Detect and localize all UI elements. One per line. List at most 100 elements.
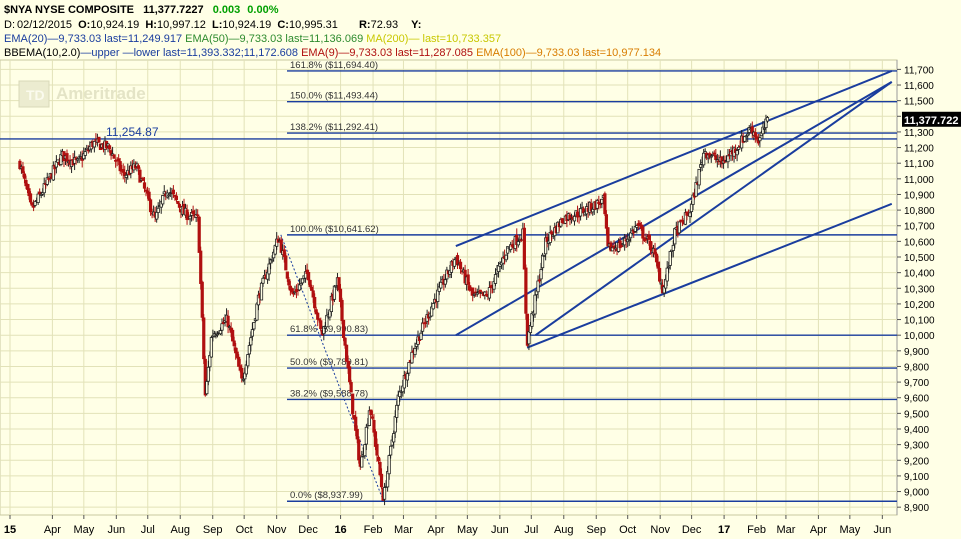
- x-tick-label: Jun: [107, 524, 125, 536]
- candle-up: [83, 151, 87, 156]
- candle-down: [310, 286, 314, 291]
- open-value: 10,924.19: [90, 19, 140, 31]
- range-label: R:: [358, 19, 371, 31]
- candle-down: [112, 154, 116, 159]
- candle-down: [343, 337, 347, 346]
- y-tick-label: 9,100: [904, 472, 929, 483]
- candle-up: [360, 456, 364, 468]
- candle-up: [407, 362, 411, 374]
- candle-up: [702, 152, 706, 166]
- yield-label: Y:: [411, 19, 422, 31]
- candle-down: [522, 227, 526, 270]
- candle-down: [351, 393, 355, 415]
- y-tick-label: 10,200: [904, 300, 935, 311]
- x-tick-label: Jul: [524, 524, 538, 536]
- x-tick-label: Apr: [810, 524, 827, 536]
- candle-up: [541, 254, 545, 269]
- candle-down: [378, 461, 382, 476]
- candle-down: [348, 366, 352, 383]
- candle-up: [323, 326, 327, 329]
- candle-up: [246, 354, 250, 367]
- candle-up: [382, 487, 387, 500]
- x-tick-label: Jul: [141, 524, 155, 536]
- candle-up: [493, 274, 498, 284]
- candle-up: [261, 277, 265, 284]
- ema50-values: —9,733.03 last=11,136.069: [228, 33, 364, 45]
- x-tick-label: Dec: [682, 524, 702, 536]
- change-value: 0.003: [212, 4, 241, 16]
- candle-down: [644, 238, 648, 241]
- close-label: C:: [277, 19, 289, 31]
- header-line-1: $NYA NYSE COMPOSITE 11,377.7227 0.003 0.…: [4, 4, 279, 16]
- candle-down: [30, 202, 34, 206]
- candle-up: [259, 282, 264, 301]
- level-label: 161.8% ($11,694.40): [290, 60, 378, 71]
- candle-down: [354, 416, 358, 431]
- candle-down: [226, 315, 230, 328]
- candle-down: [97, 136, 101, 143]
- candle-up: [156, 207, 160, 213]
- candle-up: [735, 150, 739, 156]
- candle-up: [737, 146, 741, 150]
- candle-down: [107, 145, 112, 149]
- y-tick-label: 11,000: [904, 175, 934, 186]
- y-tick-label: 10,600: [904, 237, 935, 248]
- candle-down: [319, 320, 323, 330]
- candle-down: [466, 274, 470, 285]
- candle-down: [177, 203, 182, 208]
- y-tick-label: 11,100: [904, 159, 934, 170]
- candle-down: [240, 367, 244, 379]
- candle-down: [753, 132, 757, 138]
- candle-up: [673, 228, 677, 245]
- candle-up: [389, 445, 393, 456]
- candle-down: [147, 191, 151, 201]
- open-label: O:: [78, 19, 91, 31]
- watermark: TD Ameritrade: [18, 80, 146, 108]
- candle-down: [653, 248, 657, 255]
- candle-down: [148, 199, 153, 213]
- x-tick-label: Oct: [236, 524, 253, 536]
- candle-up: [267, 263, 271, 275]
- candle-up: [205, 381, 209, 395]
- candle-up: [542, 255, 546, 257]
- candle-down: [22, 173, 27, 179]
- candle-down: [620, 245, 624, 247]
- trend-line: [534, 81, 893, 337]
- y-tick-label: 11,600: [904, 81, 934, 92]
- candle-down: [284, 255, 288, 271]
- ema100-values: —9,733.03 last=10,977.134: [525, 47, 662, 59]
- candle-up: [472, 293, 476, 296]
- candle-down: [313, 296, 317, 309]
- candle-down: [657, 267, 662, 282]
- candle-up: [36, 193, 40, 203]
- candle-up: [387, 455, 391, 475]
- last-price-box: 11,377.722: [902, 111, 961, 127]
- x-tick-label: Nov: [650, 524, 670, 536]
- candle-down: [202, 317, 206, 360]
- candle-up: [363, 444, 367, 457]
- candle-down: [31, 205, 36, 208]
- candle-down: [285, 271, 289, 279]
- candle-up: [487, 287, 492, 299]
- y-tick-label: 9,200: [904, 456, 929, 467]
- candle-up: [218, 330, 223, 335]
- td-logo-text: TD: [26, 87, 45, 103]
- candle-down: [199, 250, 203, 284]
- candle-up: [85, 147, 89, 150]
- y-tick-label: 9,000: [904, 488, 929, 499]
- candle-down: [174, 195, 179, 201]
- candle-down: [237, 356, 241, 367]
- candle-up: [420, 322, 425, 332]
- candle-down: [372, 419, 376, 433]
- candle-up: [765, 117, 770, 122]
- level-label: 61.8% ($9,990.83): [290, 324, 368, 335]
- y-tick-label: 9,800: [904, 362, 929, 373]
- candle-down: [424, 322, 428, 324]
- candle-down: [550, 231, 554, 235]
- candle-up: [572, 215, 577, 222]
- candle-up: [578, 208, 583, 217]
- candle-down: [38, 191, 42, 195]
- candle-up: [227, 326, 232, 328]
